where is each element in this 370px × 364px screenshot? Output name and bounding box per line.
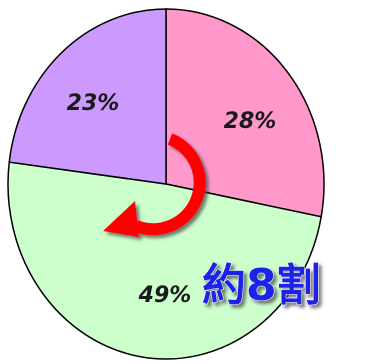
slice-label-28: 28% [224,109,277,134]
callout-text: 約8割 [202,260,321,311]
circular-arrow-body [133,133,206,236]
slice-label-23: 23% [67,91,120,116]
pie-slice-labels: 28% 49% 23% [67,91,277,308]
pie-slices [7,8,325,360]
slice-label-49: 49% [138,283,192,308]
circular-arrow-icon [103,133,206,237]
pie-slice-49 [7,161,323,360]
pie-slice-23 [8,8,167,185]
circular-arrow-head [103,201,139,237]
pie-slice-28 [165,8,325,218]
